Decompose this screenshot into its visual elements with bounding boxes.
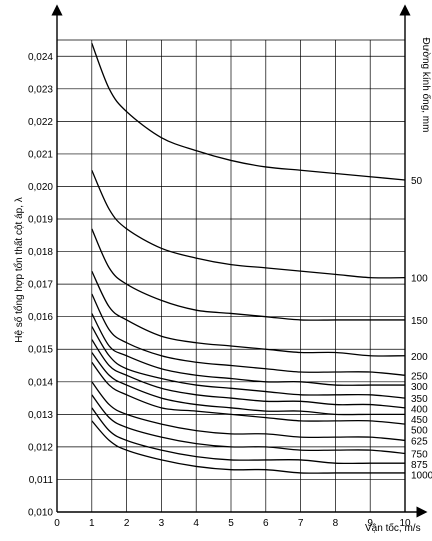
curve-350 (91, 326, 406, 399)
curve-150 (91, 228, 405, 321)
curve-300 (91, 313, 405, 386)
y-tick-label: 0,014 (28, 377, 53, 388)
curve-875 (91, 407, 405, 465)
diameter-label-50: 50 (411, 176, 423, 187)
diameter-label-875: 875 (411, 460, 428, 471)
series-curves (91, 43, 406, 474)
y-axis-label: Hệ số tổng hợp tổn thất cột áp, λ (13, 197, 25, 343)
diameter-label-400: 400 (411, 405, 428, 416)
y-tick-label: 0,013 (28, 410, 53, 421)
diameter-label-1000: 1000 (411, 470, 432, 481)
y-tick-label: 0,020 (28, 182, 53, 193)
y-tick-label: 0,023 (28, 84, 53, 95)
diameter-label-500: 500 (411, 426, 428, 437)
curve-200 (91, 270, 406, 357)
x-tick-label: 9 (367, 518, 373, 529)
x-tick-label: 3 (159, 518, 165, 529)
diameter-label-450: 450 (411, 415, 428, 426)
y-tick-label: 0,010 (28, 508, 53, 519)
y-tick-label: 0,012 (28, 442, 53, 453)
curve-750 (91, 394, 406, 455)
curve-250 (91, 293, 406, 376)
right-axis-label: Đường kính ống, mm (420, 38, 432, 133)
diameter-label-250: 250 (411, 371, 428, 382)
diameter-label-150: 150 (411, 316, 428, 327)
y-tick-label: 0,015 (28, 345, 53, 356)
x-tick-label: 8 (333, 518, 339, 529)
curve-1000 (91, 420, 405, 474)
y-tick-label: 0,018 (28, 247, 53, 258)
y-tick-label: 0,019 (28, 215, 53, 226)
curve-450 (91, 352, 405, 416)
x-tick-label: 10 (399, 518, 411, 529)
curve-400 (91, 339, 406, 409)
curve-50 (91, 43, 406, 181)
x-tick-label: 6 (263, 518, 269, 529)
x-axis-label: Vận tốc, m/s (365, 522, 421, 534)
diameter-label-200: 200 (411, 352, 428, 363)
x-tick-label: 5 (228, 518, 234, 529)
y-tick-label: 0,022 (28, 117, 53, 128)
x-tick-label: 0 (54, 518, 60, 529)
diameter-label-300: 300 (411, 382, 428, 393)
diameter-label-625: 625 (411, 436, 428, 447)
x-tick-label: 1 (89, 518, 95, 529)
x-tick-label: 7 (298, 518, 304, 529)
diameter-label-750: 750 (411, 449, 428, 460)
y-tick-label: 0,017 (28, 280, 53, 291)
y-tick-label: 0,016 (28, 312, 53, 323)
y-tick-label: 0,021 (28, 149, 53, 160)
axes: 0 1 2 3 4 5 6 7 8 9 10 0,010 0,011 0,012 0,013 0,014 0,0… (28, 4, 428, 529)
x-tick-label: 4 (193, 518, 199, 529)
labels: Vận tốc, m/s Hệ số tổng hợp tổn thất cột… (13, 38, 432, 534)
curve-500 (91, 361, 406, 425)
y-tick-label: 0,024 (28, 52, 53, 63)
curve-625 (91, 381, 406, 442)
curve-100 (91, 169, 406, 279)
diameter-label-350: 350 (411, 394, 428, 405)
diameter-label-100: 100 (411, 274, 428, 285)
y-tick-label: 0,011 (29, 475, 54, 486)
x-tick-label: 2 (124, 518, 130, 529)
